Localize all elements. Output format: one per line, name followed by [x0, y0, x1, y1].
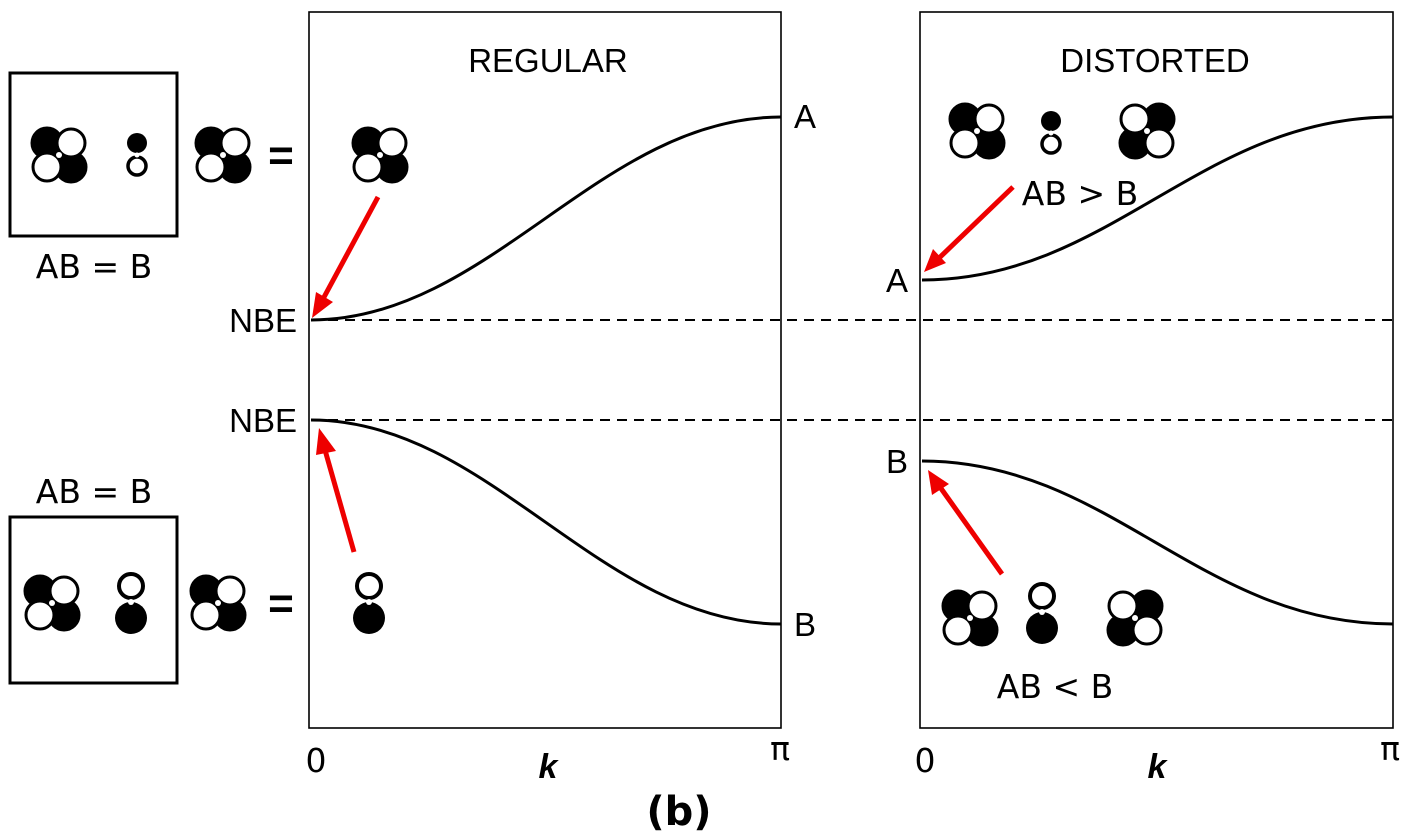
upper-side-relation: AB = B — [36, 247, 152, 286]
regular-title: REGULAR — [468, 42, 628, 79]
p-orbital-icon — [351, 572, 387, 636]
lower-equals-sign: = — [268, 579, 294, 628]
d-orbital-icon — [30, 126, 88, 184]
regular-label-a: A — [794, 98, 816, 135]
p-orbital-icon — [125, 131, 149, 177]
lower-side-relation: AB = B — [36, 472, 152, 511]
distorted-title: DISTORTED — [1060, 42, 1249, 79]
left-orbital-combinations: = AB = B AB = B = — [8, 71, 294, 685]
nbe-upper-label: NBE — [229, 302, 297, 339]
regular-lower-band — [310, 418, 782, 626]
d-orbital-icon — [948, 102, 1006, 160]
distorted-k-axis-label: k — [1148, 748, 1169, 786]
regular-upper-band — [310, 115, 782, 322]
regular-k-end: π — [770, 729, 790, 768]
d-orbital-icon — [189, 574, 247, 632]
regular-k-axis-label: k — [539, 748, 560, 786]
distorted-upper-band — [921, 115, 1394, 282]
distorted-upper-arrow — [934, 185, 1015, 263]
regular-k-start: 0 — [306, 741, 327, 780]
arrow-head-icon — [312, 292, 333, 318]
d-orbital-icon — [351, 126, 409, 184]
p-orbital-icon — [113, 572, 149, 636]
regular-lower-arrow — [322, 449, 357, 553]
distorted-panel: DISTORTED A B AB > B AB < B 0 π k — [886, 11, 1400, 786]
d-orbital-icon — [194, 126, 252, 184]
p-orbital-icon — [1024, 582, 1060, 646]
distorted-label-b: B — [886, 443, 908, 480]
arrow-head-icon — [928, 470, 949, 495]
arrow-head-icon — [316, 428, 336, 455]
distorted-lower-arrow — [937, 485, 1005, 576]
upper-orbital-box — [8, 71, 179, 238]
regular-upper-arrow — [320, 195, 381, 301]
d-orbital-icon — [941, 589, 999, 647]
upper-equals-sign: = — [268, 131, 294, 180]
p-orbital-icon — [1039, 109, 1063, 155]
distorted-lower-relation: AB < B — [997, 667, 1113, 706]
figure-caption: (b) — [646, 789, 711, 835]
distorted-k-end: π — [1380, 729, 1400, 768]
nbe-lower-label: NBE — [229, 402, 297, 439]
distorted-lower-band — [921, 459, 1394, 626]
regular-panel: REGULAR A B NBE NBE 0 π k — [229, 11, 816, 786]
regular-frame — [308, 11, 782, 729]
distorted-upper-relation: AB > B — [1022, 174, 1138, 213]
d-orbital-icon — [23, 574, 81, 632]
distorted-label-a: A — [886, 262, 908, 299]
d-orbital-icon — [1106, 589, 1164, 647]
regular-label-b: B — [794, 606, 816, 643]
d-orbital-icon — [1118, 102, 1176, 160]
lower-orbital-box — [8, 515, 179, 685]
arrow-head-icon — [924, 249, 946, 272]
distorted-k-start: 0 — [915, 741, 936, 780]
distorted-frame — [919, 11, 1394, 729]
